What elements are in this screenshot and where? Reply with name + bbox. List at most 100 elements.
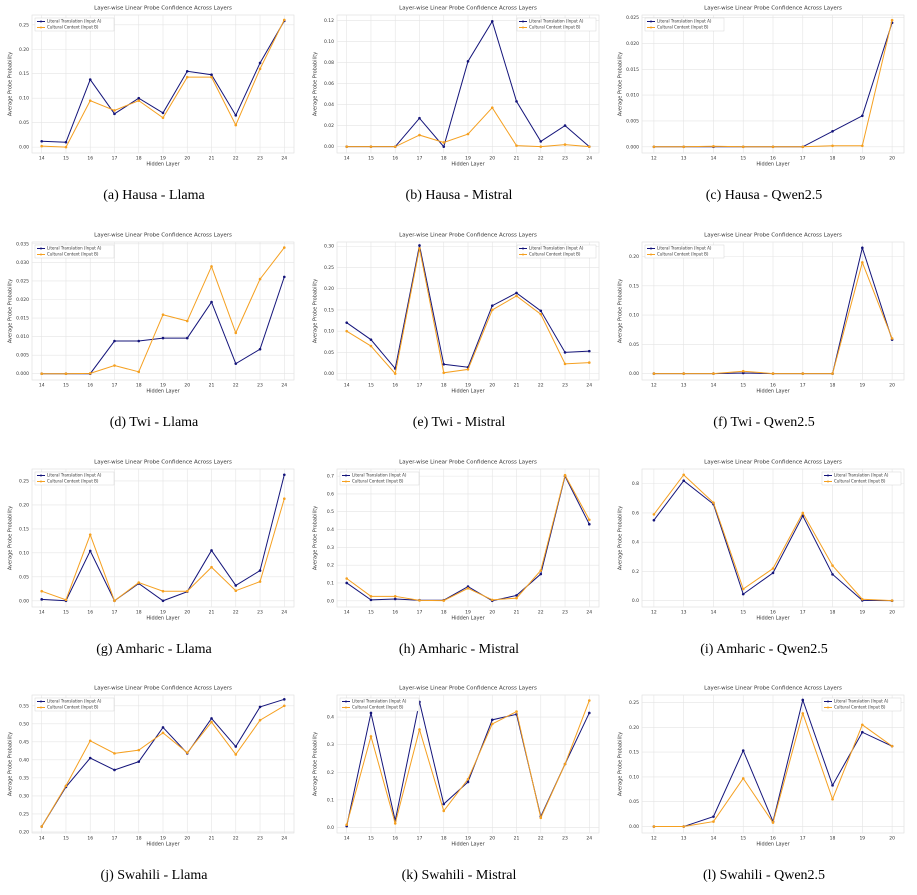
y-axis-label: Average Probe Probability [313,506,319,570]
caption: (d) Twi - Llama [110,415,199,430]
x-axis-label: Hidden Layer [756,616,790,622]
data-point [539,145,543,148]
y-tick-label: 0.05 [629,799,639,805]
x-tick-label: 19 [160,383,166,389]
chart-title: Layer-wise Linear Probe Confidence Acros… [399,686,537,692]
y-tick-label: 0.3 [327,742,334,748]
data-point [442,141,446,144]
y-tick-label: 0.20 [19,829,29,835]
y-tick-label: 0.005 [16,353,29,359]
legend-marker [345,700,347,703]
data-point [741,777,745,780]
y-axis-label: Average Probe Probability [313,279,319,343]
y-tick-label: 0.00 [19,598,29,604]
data-point [88,533,92,536]
data-point [161,589,165,593]
data-point [712,815,715,818]
y-tick-label: 0.2 [327,770,334,776]
x-tick-label: 12 [651,156,657,162]
data-point [418,247,421,250]
y-tick-label: 0.4 [327,527,334,533]
data-point [185,319,189,323]
data-point [282,704,286,708]
data-point [88,99,92,102]
legend-label: Cultural Context (Input B) [47,705,99,710]
data-point [741,592,745,596]
data-point [161,336,165,340]
data-point [652,518,656,522]
data-point [258,569,262,572]
legend-marker [345,480,347,483]
data-point [282,18,286,22]
x-tick-label: 20 [184,610,190,616]
x-axis-label: Hidden Layer [756,389,790,395]
data-point [369,598,373,602]
y-axis-label: Average Probe Probability [618,732,624,796]
y-tick-label: 0.1 [327,580,334,586]
y-tick-label: 0.010 [16,334,29,340]
x-tick-label: 24 [586,610,592,616]
data-point [466,60,470,63]
x-tick-label: 22 [538,383,544,389]
x-tick-label: 18 [441,383,447,389]
chart-title: Layer-wise Linear Probe Confidence Acros… [94,233,232,239]
legend-label: Literal Translation (Input A) [657,246,712,251]
data-point [137,99,141,102]
x-tick-label: 16 [87,836,93,842]
y-tick-label: 0.035 [16,241,29,247]
chart-title: Layer-wise Linear Probe Confidence Acros… [399,233,537,239]
y-tick-label: 0.0 [327,825,334,831]
data-point [861,730,864,734]
y-tick-label: 0.020 [16,297,29,303]
data-point [861,246,864,250]
legend-label: Literal Translation (Input A) [47,246,102,251]
x-tick-label: 17 [800,610,806,616]
y-axis-label: Average Probe Probability [313,732,319,796]
legend-box [644,17,725,32]
data-point [682,825,685,828]
x-tick-label: 14 [39,836,45,842]
y-tick-label: 0.3 [327,545,334,551]
x-tick-label: 19 [465,383,471,389]
data-point [712,501,715,504]
x-tick-label: 24 [586,156,592,162]
data-point [771,821,775,824]
chart-title: Layer-wise Linear Probe Confidence Acros… [94,686,232,692]
y-tick-label: 0.20 [19,502,29,508]
data-point [515,144,518,147]
x-tick-label: 18 [136,610,142,616]
y-tick-label: 0.05 [19,574,29,580]
x-tick-label: 24 [281,610,287,616]
data-point [369,595,373,598]
y-tick-label: 0.015 [16,316,29,322]
data-point [185,336,189,340]
x-tick-label: 22 [538,836,544,842]
x-tick-label: 14 [39,610,45,616]
data-point [466,780,470,784]
chart: Layer-wise Linear Probe Confidence Acros… [618,686,905,883]
data-point [234,589,238,593]
x-tick-label: 23 [257,610,263,616]
data-point [40,144,44,148]
y-axis-label: Average Probe Probability [8,506,14,570]
y-tick-label: 0.4 [327,715,334,721]
data-point [161,313,165,317]
data-point [831,573,834,576]
legend-label: Literal Translation (Input A) [47,473,102,478]
data-point [652,372,656,375]
legend-marker [40,474,42,477]
data-point [801,372,805,375]
data-point [490,718,494,722]
legend-label: Cultural Context (Input B) [529,252,581,257]
data-point [712,372,715,375]
chart: Layer-wise Linear Probe Confidence Acros… [8,6,295,203]
x-tick-label: 18 [830,610,836,616]
legend-label: Cultural Context (Input B) [657,252,709,257]
y-tick-label: 0.1 [327,797,334,803]
data-point [210,73,213,77]
data-point [515,294,518,298]
x-tick-label: 21 [209,610,215,616]
y-tick-label: 0.04 [324,102,334,108]
data-point [466,368,470,371]
y-tick-label: 0.15 [324,307,334,313]
